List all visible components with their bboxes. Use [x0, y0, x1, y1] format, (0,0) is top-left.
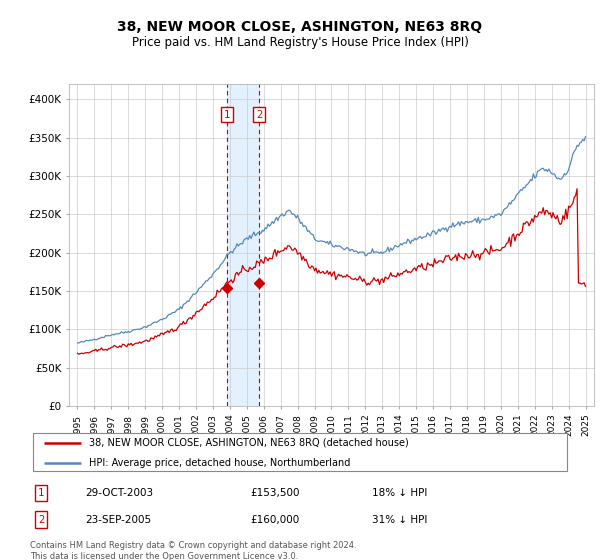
Text: 2: 2	[256, 110, 262, 120]
FancyBboxPatch shape	[33, 433, 568, 471]
Text: 1: 1	[224, 110, 230, 120]
Text: £153,500: £153,500	[251, 488, 301, 498]
Text: HPI: Average price, detached house, Northumberland: HPI: Average price, detached house, Nort…	[89, 458, 351, 468]
Text: 38, NEW MOOR CLOSE, ASHINGTON, NE63 8RQ (detached house): 38, NEW MOOR CLOSE, ASHINGTON, NE63 8RQ …	[89, 438, 409, 448]
Text: Price paid vs. HM Land Registry's House Price Index (HPI): Price paid vs. HM Land Registry's House …	[131, 36, 469, 49]
Text: 31% ↓ HPI: 31% ↓ HPI	[372, 515, 428, 525]
Text: 2: 2	[38, 515, 44, 525]
Text: 38, NEW MOOR CLOSE, ASHINGTON, NE63 8RQ: 38, NEW MOOR CLOSE, ASHINGTON, NE63 8RQ	[118, 20, 482, 34]
Text: 29-OCT-2003: 29-OCT-2003	[85, 488, 154, 498]
Text: £160,000: £160,000	[251, 515, 300, 525]
Text: Contains HM Land Registry data © Crown copyright and database right 2024.
This d: Contains HM Land Registry data © Crown c…	[30, 541, 356, 560]
Text: 18% ↓ HPI: 18% ↓ HPI	[372, 488, 428, 498]
Text: 23-SEP-2005: 23-SEP-2005	[85, 515, 151, 525]
Text: 1: 1	[38, 488, 44, 498]
Bar	[227, 84, 259, 406]
